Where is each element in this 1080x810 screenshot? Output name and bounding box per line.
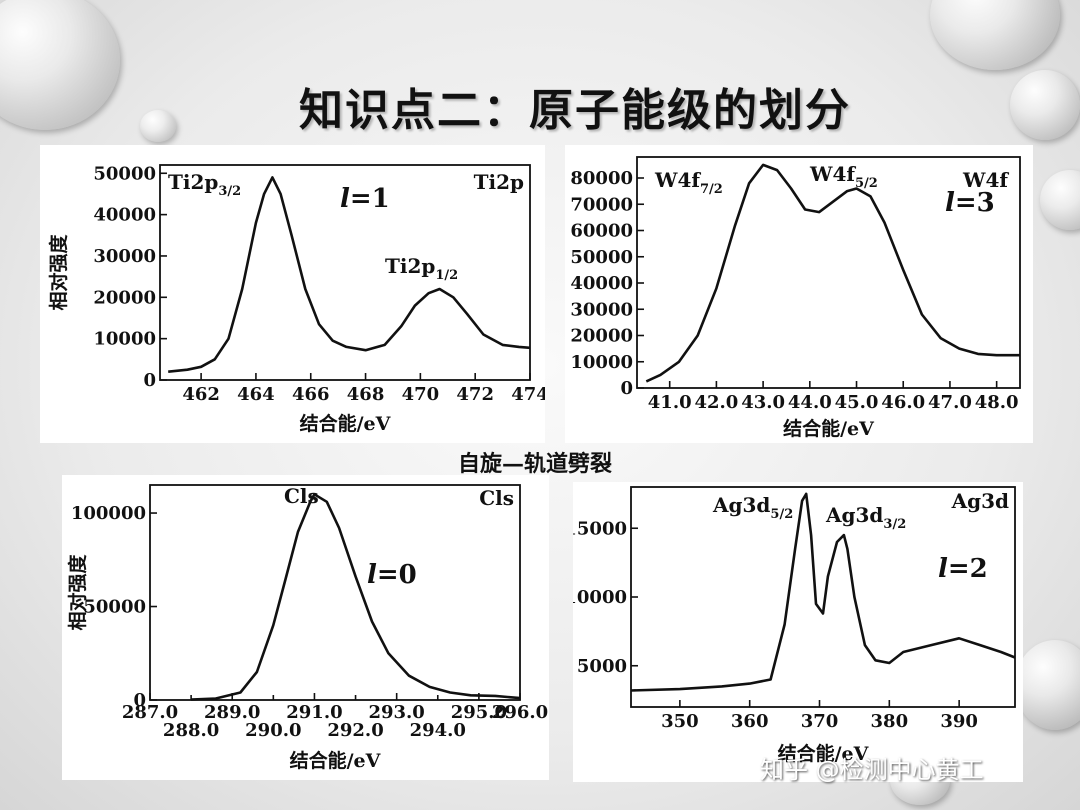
y-tick-label: 10000 (93, 329, 156, 350)
x-tick-label: 45.0 (835, 392, 879, 413)
chart-ti2p-plot: 0 10000 20000 30000 40000 50000 462 464 466 468 47… (47, 163, 549, 435)
x-tick-label: 360 (731, 711, 769, 732)
x-tick-label: 47.0 (928, 392, 972, 413)
y-tick-label: 15000 (573, 518, 627, 539)
x-tick-label: 296.0 (492, 702, 548, 723)
peak-label-c1s: Cls (284, 484, 319, 508)
x-tick-label: 288.0 (163, 720, 219, 741)
x-tick-label: 46.0 (881, 392, 925, 413)
plot-frame (630, 486, 1016, 708)
chart-ag3d-plot: 5000 10000 15000 350 360 370 380 390 结合能/eV Ag3d5… (564, 486, 1016, 765)
chart-w4f-plot: 0 10000 20000 30000 40000 50000 60000 70000 8000… (570, 156, 1021, 440)
slide-title: 知识点二：原子能级的划分 (299, 85, 851, 136)
peak-label-ag3d3-2: Ag3d3/2 (825, 503, 906, 532)
y-tick-label: 10000 (570, 352, 633, 373)
x-tick-label: 472 (456, 384, 494, 405)
plot-frame (149, 484, 521, 701)
x-tick-label: 43.0 (741, 392, 785, 413)
x-tick-label: 295.0 (451, 702, 507, 723)
x-tick-label: 291.0 (286, 702, 342, 723)
y-tick-label: 30000 (570, 299, 633, 320)
x-tick-label: 41.0 (648, 392, 692, 413)
x-tick-label: 370 (801, 711, 839, 732)
x-axis-label: 结合能/eV (300, 412, 392, 435)
y-tick-label: 40000 (93, 205, 156, 226)
water-drop-decoration (1010, 70, 1080, 140)
x-tick-label: 44.0 (788, 392, 832, 413)
x-tick-label: 350 (661, 711, 699, 732)
peak-label-w4f5-2: W4f5/2 (809, 162, 878, 191)
x-tick-label: 464 (237, 384, 275, 405)
watermark: 知乎 @检测中心黄工 (760, 756, 984, 784)
quantum-label-l1: l=1 (340, 184, 390, 214)
x-tick-label: 468 (347, 384, 385, 405)
y-axis-label: 相对强度 (66, 554, 89, 631)
x-tick-label: 462 (182, 384, 220, 405)
x-tick-label: 470 (402, 384, 440, 405)
x-tick-label: 42.0 (694, 392, 738, 413)
chart-panel-c1s: 0 50000 100000 287.0 289.0 291.0 293.0 295.0 296… (62, 475, 549, 780)
corner-label-c1s: Cls (479, 486, 514, 510)
y-tick-label: 50000 (570, 247, 633, 268)
y-tick-label: 20000 (570, 326, 633, 347)
peak-label-ti2p3-2: Ti2p3/2 (168, 170, 241, 199)
chart-panel-w4f: 0 10000 20000 30000 40000 50000 60000 70000 8000… (565, 145, 1033, 443)
chart-panel-ti2p: 0 10000 20000 30000 40000 50000 462 464 466 468 47… (40, 145, 549, 443)
x-tick-label: 290.0 (245, 720, 301, 741)
y-tick-label: 60000 (570, 221, 633, 242)
y-tick-label: 20000 (93, 287, 156, 308)
y-tick-label: 0 (143, 370, 156, 391)
water-drop-decoration (1040, 170, 1080, 230)
peak-label-ag3d5-2: Ag3d5/2 (712, 493, 793, 522)
x-tick-label: 294.0 (410, 720, 466, 741)
chart-ti2p: 0 10000 20000 30000 40000 50000 462 464 466 468 47… (47, 163, 549, 435)
chart-c1s: 0 50000 100000 287.0 289.0 291.0 293.0 295.0296… (66, 484, 548, 772)
x-axis-label: 结合能/eV (783, 417, 875, 440)
spectrum-line (630, 492, 1016, 692)
peak-label-ti2p1-2: Ti2p1/2 (385, 254, 458, 283)
x-axis-label: 结合能/eV (778, 742, 870, 765)
spectrum-line (168, 176, 531, 373)
x-tick-label: 293.0 (368, 702, 424, 723)
x-tick-label: 466 (292, 384, 330, 405)
y-tick-label: 0 (620, 378, 633, 399)
peak-label-w4f7-2: W4f7/2 (654, 168, 723, 197)
x-tick-label: 292.0 (327, 720, 383, 741)
x-tick-label: 390 (940, 711, 978, 732)
chart-c1s-plot: 0 50000 100000 287.0 289.0 291.0 293.0 295.0296… (66, 484, 548, 772)
y-tick-label: 80000 (570, 168, 633, 189)
x-tick-label: 287.0 (122, 702, 178, 723)
spectrum-line (645, 163, 1020, 383)
water-drop-decoration (1015, 640, 1080, 730)
y-tick-label: 30000 (93, 246, 156, 267)
chart-ag3d: 5000 10000 15000 350 360 370 380 390 结合能/eV Ag3d5… (564, 486, 1016, 765)
x-tick-label: 474 (511, 384, 545, 405)
quantum-label-l3: l=3 (945, 188, 995, 218)
quantum-label-l0: l=0 (367, 560, 417, 590)
plot-frame (636, 156, 1021, 389)
y-tick-label: 10000 (573, 587, 627, 608)
water-drop-decoration (140, 110, 176, 142)
corner-label-ag3d: Ag3d (951, 489, 1009, 513)
x-tick-label: 48.0 (975, 392, 1019, 413)
chart-w4f: 0 10000 20000 30000 40000 50000 60000 70000 8000… (570, 156, 1021, 440)
y-tick-label: 40000 (570, 273, 633, 294)
x-axis-label: 结合能/eV (290, 749, 382, 772)
y-tick-label: 0 (133, 690, 146, 711)
corner-label-ti2p: Ti2p (474, 170, 524, 194)
chart-panel-ag3d: 5000 10000 15000 350 360 370 380 390 结合能/eV Ag3d5… (564, 482, 1023, 782)
y-tick-label: 70000 (570, 194, 633, 215)
x-tick-label: 380 (871, 711, 909, 732)
quantum-label-l2: l=2 (938, 554, 988, 584)
corner-label-w4f: W4f (962, 168, 1009, 192)
y-tick-label: 50000 (93, 163, 156, 184)
y-axis-label: 相对强度 (47, 234, 70, 311)
spectrum-line (191, 493, 521, 701)
y-tick-label: 50000 (83, 597, 146, 618)
spin-orbit-splitting-label: 自旋—轨道劈裂 (457, 451, 612, 477)
x-tick-label: 289.0 (204, 702, 260, 723)
y-tick-label: 5000 (577, 656, 627, 677)
plot-frame (159, 164, 531, 381)
y-tick-label: 100000 (71, 503, 146, 524)
